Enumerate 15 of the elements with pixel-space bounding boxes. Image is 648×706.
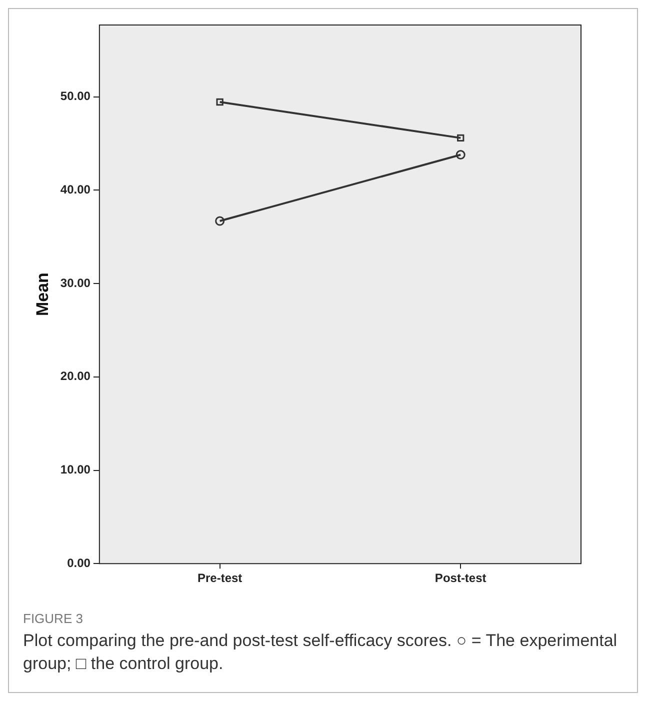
y-tick-label: 40.00 bbox=[60, 182, 91, 197]
text: Plot comparing the pre-and post-test self-efficacy scores. ○ = The experimental group; □ the control group. bbox=[23, 630, 618, 675]
y-tick-label: 30.00 bbox=[60, 276, 91, 290]
y-tick-label: 20.00 bbox=[60, 369, 91, 384]
y-tick-label: 50.00 bbox=[60, 89, 91, 104]
point bbox=[215, 216, 225, 226]
caption: FIGURE 3 bbox=[23, 611, 84, 626]
y-axis-title: Mean bbox=[32, 272, 52, 316]
x-tick-label: Post-test bbox=[434, 571, 486, 586]
y-tick-label: 0.00 bbox=[67, 556, 91, 570]
point bbox=[456, 150, 466, 160]
point bbox=[457, 134, 464, 142]
x-tick-label: Pre-test bbox=[197, 571, 242, 586]
point bbox=[216, 98, 224, 106]
y-tick-label: 10.00 bbox=[60, 462, 91, 477]
